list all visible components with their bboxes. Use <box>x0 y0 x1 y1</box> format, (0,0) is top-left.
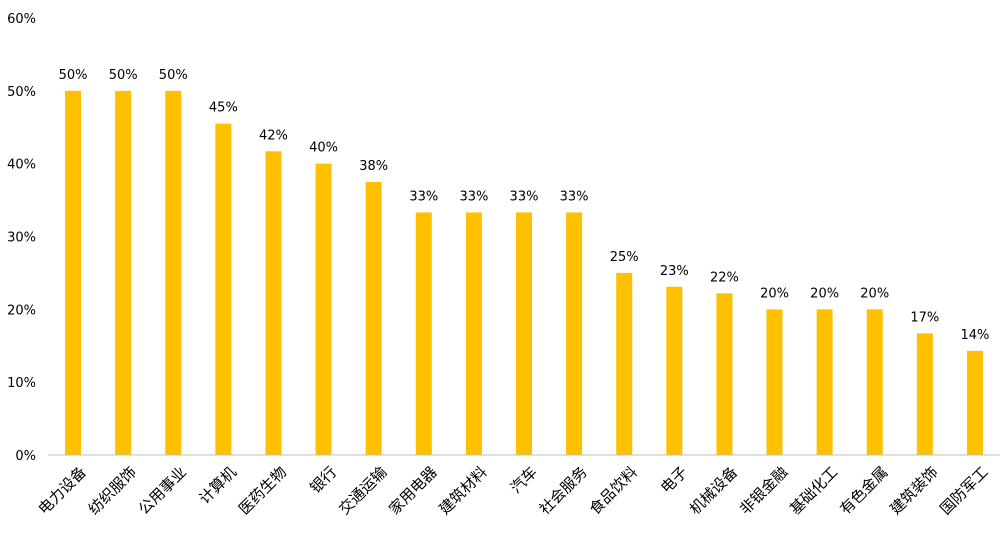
data-label: 23% <box>660 264 689 279</box>
data-label: 25% <box>610 250 639 265</box>
data-label: 33% <box>560 189 589 204</box>
y-tick-label: 10% <box>7 376 36 391</box>
x-tick-label: 建筑材料 <box>435 463 490 518</box>
bars <box>65 90 983 455</box>
data-label: 33% <box>409 189 438 204</box>
x-tick-label: 有色金属 <box>836 463 891 518</box>
x-tick-label: 基础化工 <box>786 463 841 518</box>
x-tick-label: 机械设备 <box>686 463 741 518</box>
bar <box>666 286 683 455</box>
data-label: 22% <box>710 270 739 285</box>
y-tick-label: 30% <box>7 231 36 246</box>
x-tick-label: 银行 <box>306 463 340 497</box>
y-tick-label: 0% <box>15 449 36 464</box>
bar <box>566 212 583 455</box>
bar <box>215 123 232 455</box>
bar <box>315 163 332 455</box>
bar <box>966 350 983 455</box>
y-tick-label: 50% <box>7 85 36 100</box>
y-axis: 0% 10% 20% 30% 40% 50% 60% <box>7 12 36 464</box>
bar <box>415 212 432 455</box>
x-tick-label: 家用电器 <box>385 463 440 518</box>
data-label: 20% <box>810 286 839 301</box>
data-label: 42% <box>259 128 288 143</box>
bar <box>916 333 933 455</box>
bar <box>766 309 783 455</box>
x-tick-label: 公用事业 <box>135 463 190 518</box>
x-tick-label: 国防军工 <box>937 463 992 518</box>
data-label: 20% <box>760 286 789 301</box>
y-tick-label: 20% <box>7 303 36 318</box>
x-tick-label: 汽车 <box>507 463 541 497</box>
bar <box>866 309 883 455</box>
x-tick-label: 非银金融 <box>736 463 791 518</box>
bar <box>465 212 482 455</box>
x-tick-label: 交通运输 <box>335 463 390 518</box>
bar <box>65 90 82 455</box>
data-label: 50% <box>159 68 188 83</box>
bar <box>265 151 282 455</box>
y-tick-label: 60% <box>7 12 36 27</box>
y-tick-label: 40% <box>7 158 36 173</box>
x-tick-label: 社会服务 <box>536 463 591 518</box>
data-label: 33% <box>459 189 488 204</box>
data-label: 38% <box>359 159 388 174</box>
x-tick-label: 建筑装饰 <box>886 463 941 518</box>
data-label: 50% <box>109 68 138 83</box>
data-label: 33% <box>510 189 539 204</box>
bar <box>165 90 182 455</box>
data-label: 50% <box>59 68 88 83</box>
x-tick-label: 纺织服饰 <box>85 463 140 518</box>
x-tick-label: 计算机 <box>196 463 241 508</box>
x-tick-label: 电力设备 <box>35 463 90 518</box>
data-label: 40% <box>309 141 338 156</box>
bar <box>816 309 833 455</box>
data-labels: 50% 50% 50% 45% 42% 40% 38% 33% 33% 33% 33% 25% 23% 2… <box>59 68 990 343</box>
data-label: 45% <box>209 101 238 116</box>
bar <box>365 181 382 455</box>
bar <box>716 293 733 455</box>
bar <box>516 212 532 455</box>
data-label: 20% <box>860 286 889 301</box>
x-tick-label: 电子 <box>657 463 691 497</box>
x-tick-label: 医药生物 <box>235 463 290 518</box>
bar <box>616 272 633 455</box>
data-label: 14% <box>960 328 989 343</box>
bar <box>115 90 132 455</box>
x-tick-label: 食品饮料 <box>586 463 641 518</box>
data-label: 17% <box>910 310 939 325</box>
